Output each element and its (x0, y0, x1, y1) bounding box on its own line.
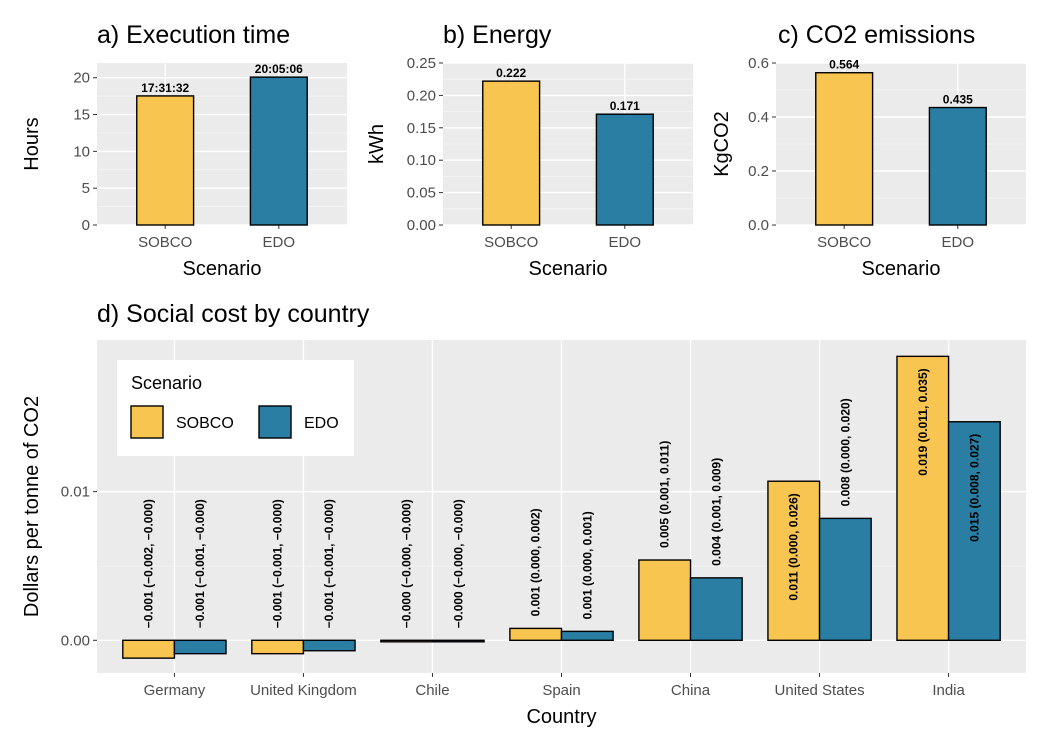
y-axis-title: KgCO2 (711, 111, 733, 177)
x-tick-label: EDO (263, 234, 296, 251)
bar-edo (689, 577, 743, 641)
y-axis-title: kWh (366, 124, 388, 164)
bar-sobco (896, 355, 950, 641)
bar-value-label: 0.008 (0.000, 0.020) (838, 398, 852, 506)
bar-value-label: 0.004 (0.001, 0.009) (709, 458, 723, 566)
panel-4: 0.00 0.01 Germany United Kingdom Chile Spain C… (21, 300, 1026, 728)
x-axis-title: Scenario (529, 258, 608, 280)
bar-sobco (136, 95, 195, 226)
y-tick-label: 0 (82, 217, 90, 234)
panel-title: c) CO2 emissions (778, 21, 975, 49)
bar-value-label: 0.001 (0.000, 0.002) (529, 508, 543, 616)
bar-value-label: −0.001 (−0.001, −0.000) (322, 499, 336, 628)
y-tick-label: 15 (73, 107, 90, 124)
y-tick-label: 0.6 (748, 55, 769, 72)
x-tick-label: India (932, 682, 965, 699)
bar-sobco (482, 80, 541, 226)
bar-edo (928, 106, 987, 226)
bar-value-label: 0.171 (610, 99, 640, 113)
bar-edo (173, 639, 227, 655)
x-tick-label: SOBCO (817, 234, 871, 251)
x-tick-label: Germany (144, 682, 206, 699)
y-tick-label: 0.00 (407, 217, 436, 234)
bar-value-label: 0.222 (496, 66, 526, 80)
bar-value-label: 0.011 (0.000, 0.026) (787, 493, 801, 600)
y-tick-label: 0.05 (407, 185, 436, 202)
bar-sobco (509, 627, 563, 641)
y-tick-label: 0.15 (407, 120, 436, 137)
bar-edo (249, 76, 308, 226)
x-tick-label: Spain (542, 682, 580, 699)
x-tick-label: Chile (415, 682, 449, 699)
bar-value-label: 17:31:32 (141, 81, 189, 95)
panel-2: 0.00 0.05 0.10 0.15 0.20 0.25 SOBCO EDO 0.222 0.1… (366, 21, 693, 280)
y-tick-label: 0.0 (748, 217, 769, 234)
bar-edo (431, 639, 485, 643)
x-tick-label: United States (775, 682, 865, 699)
legend-key-sobco (130, 405, 164, 439)
x-axis-title: Country (526, 706, 596, 728)
bar-value-label: −0.000 (−0.000, −0.000) (400, 499, 414, 628)
x-tick-label: EDO (942, 234, 975, 251)
y-tick-label: 0.10 (407, 152, 436, 169)
bar-value-label: −0.001 (−0.001, −0.000) (193, 499, 207, 628)
legend-key-edo (258, 405, 292, 439)
bar-edo (595, 113, 654, 226)
bar-edo (302, 639, 356, 652)
x-tick-label: SOBCO (138, 234, 192, 251)
bar-value-label: −0.001 (−0.001, −0.000) (271, 499, 285, 628)
y-tick-label: 0.01 (61, 484, 90, 501)
x-tick-label: EDO (609, 234, 642, 251)
bar-edo (947, 421, 1001, 641)
bar-value-label: 0.001 (0.000, 0.001) (580, 511, 594, 619)
bar-value-label: 0.564 (829, 58, 859, 72)
x-axis-title: Scenario (183, 258, 262, 280)
y-tick-label: 0.4 (748, 109, 769, 126)
legend-label-sobco: SOBCO (176, 415, 234, 432)
legend-label-edo: EDO (304, 415, 339, 432)
x-tick-label: United Kingdom (250, 682, 357, 699)
y-tick-label: 0.25 (407, 55, 436, 72)
x-tick-label: SOBCO (484, 234, 538, 251)
panel-3: 0.0 0.2 0.4 0.6 SOBCO EDO 0.564 0.435 c) CO2 emi… (711, 21, 1026, 280)
panel-background (97, 63, 347, 225)
bar-sobco (767, 480, 821, 641)
legend-title: Scenario (131, 373, 202, 393)
bar-value-label: 20:05:06 (255, 62, 303, 76)
bar-edo (818, 517, 872, 641)
bar-value-label: −0.000 (−0.000, −0.000) (451, 499, 465, 628)
y-tick-label: 0.2 (748, 163, 769, 180)
bar-value-label: 0.015 (0.008, 0.027) (967, 434, 981, 542)
y-tick-label: 0.20 (407, 87, 436, 104)
y-tick-label: 20 (73, 70, 90, 87)
y-axis-title: Dollars per tonne of CO2 (21, 396, 43, 617)
x-axis-title: Scenario (862, 258, 941, 280)
y-axis-title: Hours (21, 117, 43, 170)
bar-value-label: 0.435 (943, 93, 973, 107)
bar-sobco (251, 639, 305, 655)
x-tick-label: China (671, 682, 711, 699)
bar-sobco (380, 639, 434, 643)
panel-title: a) Execution time (97, 21, 290, 49)
bar-sobco (815, 72, 874, 226)
y-tick-label: 0.00 (61, 632, 90, 649)
panel-title: b) Energy (443, 21, 552, 49)
bar-edo (560, 630, 614, 641)
y-tick-label: 10 (73, 143, 90, 160)
legend: Scenario SOBCO EDO (117, 360, 354, 456)
bar-sobco (638, 559, 692, 641)
bar-value-label: 0.019 (0.011, 0.035) (916, 368, 930, 475)
panel-title: d) Social cost by country (97, 300, 370, 328)
bar-value-label: 0.005 (0.001, 0.011) (658, 441, 672, 548)
bar-sobco (122, 639, 176, 659)
bar-value-label: −0.001 (−0.002, −0.000) (142, 499, 156, 628)
panel-1: 0 5 10 15 20 SOBCO EDO 17:31:32 20:05:06 a) Execu… (21, 21, 347, 280)
y-tick-label: 5 (82, 180, 90, 197)
